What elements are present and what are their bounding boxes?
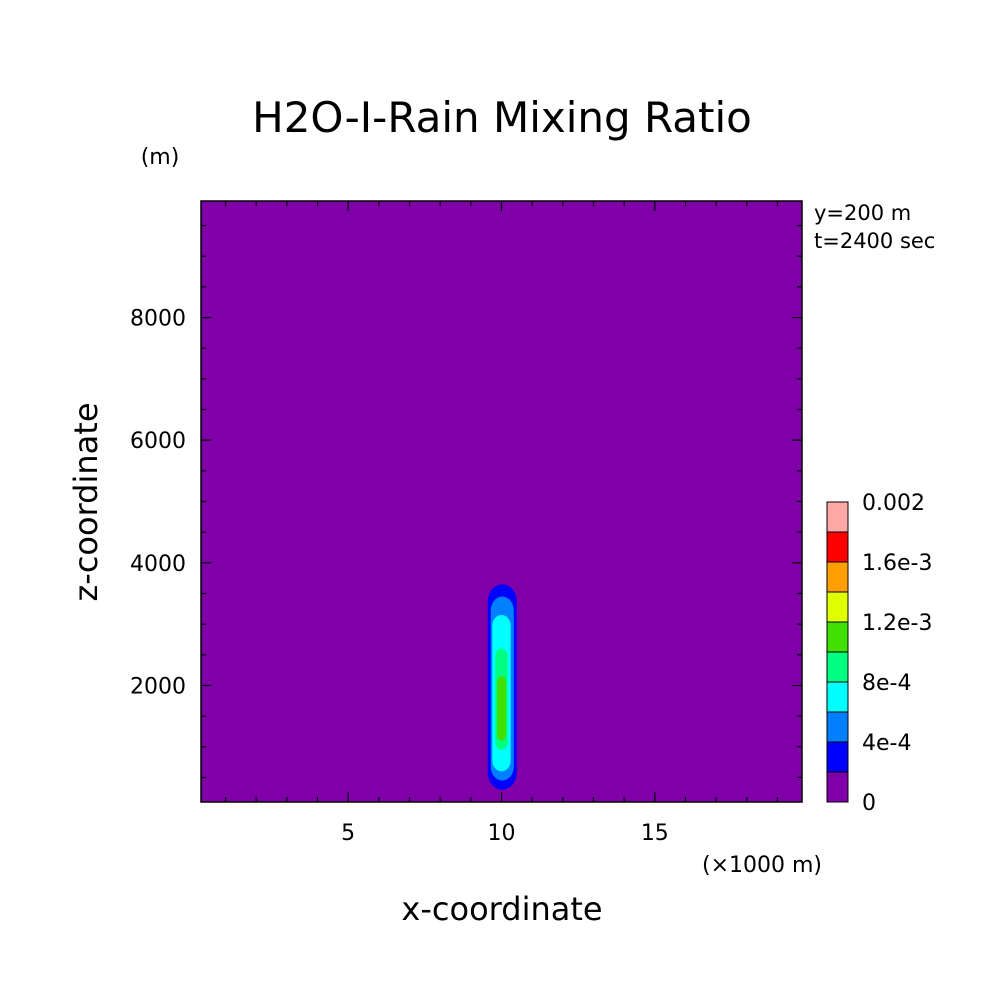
x-tick-label: 15 [641, 821, 669, 846]
colorbar-swatch [826, 771, 849, 803]
colorbar-swatch [826, 501, 849, 533]
y-tick-label: 6000 [130, 429, 186, 454]
y-axis-label: z-coordinate [67, 402, 105, 601]
colorbar: 0 4e-4 8e-4 1.2e-3 1.6e-3 0.002 [826, 491, 932, 816]
colorbar-label: 0 [862, 791, 876, 816]
colorbar-swatch [826, 561, 849, 593]
colorbar-swatch [826, 651, 849, 683]
y-unit-label: (m) [141, 145, 180, 170]
y-tick-label: 4000 [130, 552, 186, 577]
axis-tick-labels: 5 10 15 2000 4000 6000 8000 [130, 307, 669, 846]
colorbar-label: 0.002 [862, 491, 925, 516]
info-line-t: t=2400 sec [814, 229, 935, 253]
colorbar-swatch [826, 741, 849, 773]
colorbar-swatch [826, 621, 849, 653]
colorbar-label: 1.6e-3 [862, 551, 932, 576]
colorbar-label: 8e-4 [862, 671, 911, 696]
axis-ticks [201, 201, 802, 802]
colorbar-swatch [826, 531, 849, 563]
x-tick-label: 10 [488, 821, 516, 846]
contour-band-5 [496, 676, 507, 741]
colorbar-swatch [826, 591, 849, 623]
plot-area [200, 200, 803, 803]
x-unit-label: (×1000 m) [702, 853, 822, 878]
info-line-y: y=200 m [814, 201, 911, 225]
colorbar-label: 1.2e-3 [862, 611, 932, 636]
colorbar-label: 4e-4 [862, 731, 911, 756]
y-tick-label: 8000 [130, 307, 186, 332]
colorbar-swatch [826, 681, 849, 713]
chart-title: H2O-I-Rain Mixing Ratio [252, 93, 752, 142]
x-tick-label: 5 [341, 821, 355, 846]
y-tick-label: 2000 [130, 674, 186, 699]
colorbar-swatch [826, 711, 849, 743]
x-axis-label: x-coordinate [401, 890, 602, 928]
